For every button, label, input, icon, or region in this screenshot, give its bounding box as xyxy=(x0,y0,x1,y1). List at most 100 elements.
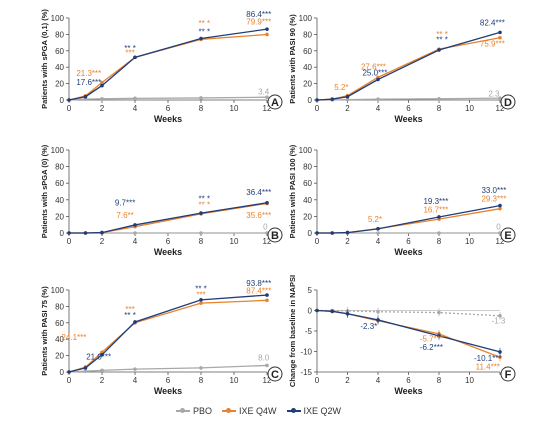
data-point xyxy=(315,98,319,102)
data-label: ** * xyxy=(199,194,211,203)
data-point xyxy=(100,368,104,373)
legend-label: IXE Q2W xyxy=(303,406,342,416)
panel-letter: E xyxy=(504,230,511,242)
data-label: 17.6*** xyxy=(76,78,101,87)
x-axis-label: Weeks xyxy=(394,114,422,124)
data-point xyxy=(345,94,350,99)
x-tick-label: 10 xyxy=(230,104,239,113)
y-tick-label: -5 xyxy=(305,327,313,336)
data-point xyxy=(100,352,104,357)
y-tick-label: -15 xyxy=(300,368,312,377)
x-tick-label: 2 xyxy=(345,376,350,385)
x-tick-label: 2 xyxy=(345,237,350,246)
data-label: ** * xyxy=(199,27,211,36)
data-label: 93.8*** xyxy=(246,279,271,288)
panel-letter: C xyxy=(271,369,279,381)
y-tick-label: -10 xyxy=(300,348,312,357)
data-point xyxy=(133,367,137,371)
data-label: ** * xyxy=(436,30,448,39)
series-line-pbo xyxy=(68,364,268,373)
data-label: 5.2* xyxy=(334,83,348,92)
x-tick-label: 12 xyxy=(496,237,505,246)
x-tick-label: 0 xyxy=(315,104,320,113)
data-label: -6.2*** xyxy=(420,343,443,352)
series-line-ixe-q2w xyxy=(69,202,268,234)
data-label: 8.0 xyxy=(258,354,270,363)
x-tick-label: 10 xyxy=(465,237,474,246)
data-label: 36.4*** xyxy=(246,188,271,197)
legend-swatch xyxy=(222,408,237,413)
x-axis-label: Weeks xyxy=(154,386,182,396)
data-label: ** * xyxy=(124,44,136,53)
series-line-ixe-q2w xyxy=(316,31,501,101)
data-point xyxy=(265,363,269,368)
y-tick-label: 0 xyxy=(308,229,313,238)
data-label: 29.3*** xyxy=(481,194,506,203)
data-point xyxy=(199,366,203,370)
data-label: 3.4 xyxy=(258,87,270,96)
panel-letter: A xyxy=(271,97,279,109)
y-axis-label: Change from baseline in NAPSI xyxy=(288,275,297,387)
data-label: -5.7*** xyxy=(420,334,443,343)
data-point xyxy=(83,369,88,373)
data-label: 21.3*** xyxy=(76,69,101,78)
panel-badge xyxy=(500,227,516,243)
x-tick-label: 8 xyxy=(199,104,204,113)
data-label: 9.7*** xyxy=(115,199,135,208)
panel-badge xyxy=(500,94,516,110)
data-point xyxy=(133,96,137,101)
data-label: 33.0*** xyxy=(481,186,506,195)
data-point xyxy=(437,215,441,219)
y-tick-label: 0 xyxy=(60,229,65,238)
data-point xyxy=(199,301,203,305)
series-line-ixe-q4w xyxy=(316,309,501,358)
data-label: 0 xyxy=(263,223,268,232)
data-point xyxy=(315,308,319,313)
series-line-ixe-q2w xyxy=(68,28,268,101)
x-tick-label: 0 xyxy=(315,376,320,385)
y-tick-label: 100 xyxy=(299,146,313,155)
y-tick-label: 20 xyxy=(303,80,312,89)
legend-label: IXE Q4W xyxy=(239,406,277,416)
panel-A: 0 20 40 60 80 100 0 2 4 6 8 10 12 Weeks Patients with … xyxy=(40,9,283,124)
series-line-ixe-q2w xyxy=(317,204,501,234)
x-axis-label: Weeks xyxy=(394,247,422,257)
x-tick-label: 12 xyxy=(263,376,272,385)
y-tick-label: 100 xyxy=(299,14,313,23)
panel-letter: B xyxy=(271,230,279,242)
data-label: 24.1*** xyxy=(61,333,86,342)
x-tick-label: 8 xyxy=(199,376,204,385)
data-point xyxy=(100,80,104,85)
y-tick-label: 40 xyxy=(303,63,312,72)
data-point xyxy=(498,206,502,211)
x-tick-label: 6 xyxy=(166,376,171,385)
series-line-ixe-q2w xyxy=(68,294,268,373)
data-label: 21.0*** xyxy=(86,353,111,362)
legend-item: PBO xyxy=(176,406,212,416)
x-tick-label: 6 xyxy=(166,104,171,113)
data-point xyxy=(100,230,104,235)
data-point xyxy=(376,77,380,82)
data-label: 11.4*** xyxy=(476,363,500,372)
data-label: *** xyxy=(125,305,134,314)
data-label: 16.7*** xyxy=(423,205,448,214)
data-point xyxy=(83,231,88,235)
x-tick-label: 0 xyxy=(67,376,72,385)
x-tick-label: 4 xyxy=(133,376,138,385)
data-point xyxy=(83,366,88,370)
y-tick-label: 80 xyxy=(55,163,64,172)
panel-badge xyxy=(267,366,283,382)
y-tick-label: 60 xyxy=(303,179,312,188)
y-tick-label: 40 xyxy=(55,335,64,344)
series-line-pbo xyxy=(317,97,501,101)
data-point xyxy=(83,94,88,99)
x-tick-label: 4 xyxy=(376,376,381,385)
panel-badge xyxy=(267,227,283,243)
panel-letter: D xyxy=(504,97,512,109)
series-line-ixe-q4w xyxy=(317,208,501,234)
x-tick-label: 2 xyxy=(345,104,350,113)
y-tick-label: 0 xyxy=(308,96,313,105)
panel-E: 0 20 40 60 80 100 0 2 4 6 8 10 12 Weeks Patients with … xyxy=(288,144,516,257)
x-tick-label: 10 xyxy=(465,104,474,113)
